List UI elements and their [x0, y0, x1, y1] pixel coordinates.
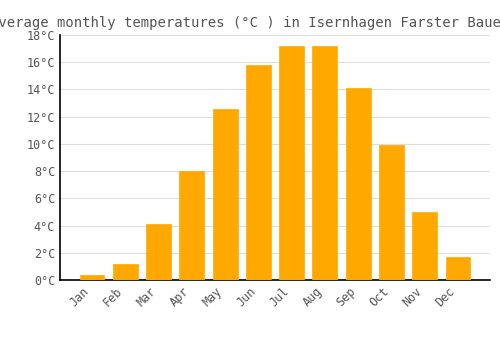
- Bar: [212, 108, 238, 280]
- Bar: [113, 264, 138, 280]
- Bar: [279, 46, 304, 280]
- Bar: [346, 88, 370, 280]
- Bar: [379, 145, 404, 280]
- Bar: [412, 212, 437, 280]
- Title: Average monthly temperatures (°C ) in Isernhagen Farster Bauerschaft: Average monthly temperatures (°C ) in Is…: [0, 16, 500, 30]
- Bar: [146, 224, 171, 280]
- Bar: [180, 171, 204, 280]
- Bar: [246, 65, 271, 280]
- Bar: [446, 257, 470, 280]
- Bar: [80, 274, 104, 280]
- Bar: [312, 46, 338, 280]
